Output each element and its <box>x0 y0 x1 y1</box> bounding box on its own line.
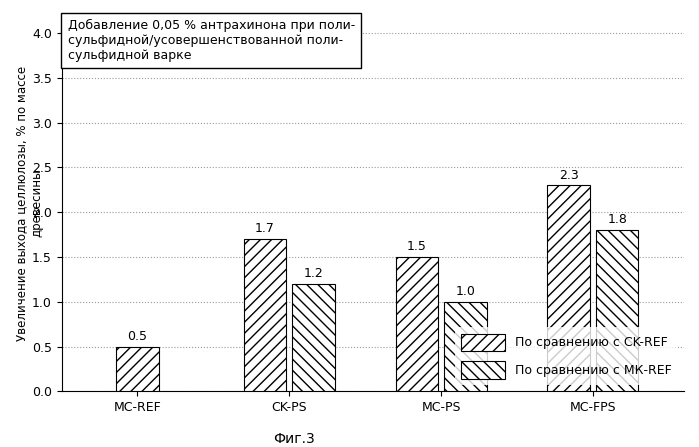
Text: 0.5: 0.5 <box>127 330 147 343</box>
Bar <box>292 284 335 392</box>
Text: 2.3: 2.3 <box>559 169 579 181</box>
Bar <box>244 239 286 392</box>
Text: Добавление 0,05 % антрахинона при поли-
сульфидной/усовершенствованной поли-
сул: Добавление 0,05 % антрахинона при поли- … <box>68 19 355 62</box>
Bar <box>116 346 159 392</box>
Text: 1.0: 1.0 <box>456 285 475 298</box>
Y-axis label: Увеличение выхода целлюлозы, % по массе
древесины: Увеличение выхода целлюлозы, % по массе … <box>15 66 43 341</box>
Bar <box>396 257 438 392</box>
Text: 1.8: 1.8 <box>607 214 627 227</box>
Text: 1.2: 1.2 <box>303 267 324 280</box>
Text: Фиг.3: Фиг.3 <box>273 431 315 446</box>
Bar <box>547 185 590 392</box>
Bar <box>444 302 487 392</box>
Text: 1.7: 1.7 <box>255 223 275 236</box>
Legend: По сравнению с CK-REF, По сравнению с МК-REF: По сравнению с CK-REF, По сравнению с МК… <box>455 327 678 385</box>
Text: 1.5: 1.5 <box>407 240 426 253</box>
Bar <box>596 230 638 392</box>
